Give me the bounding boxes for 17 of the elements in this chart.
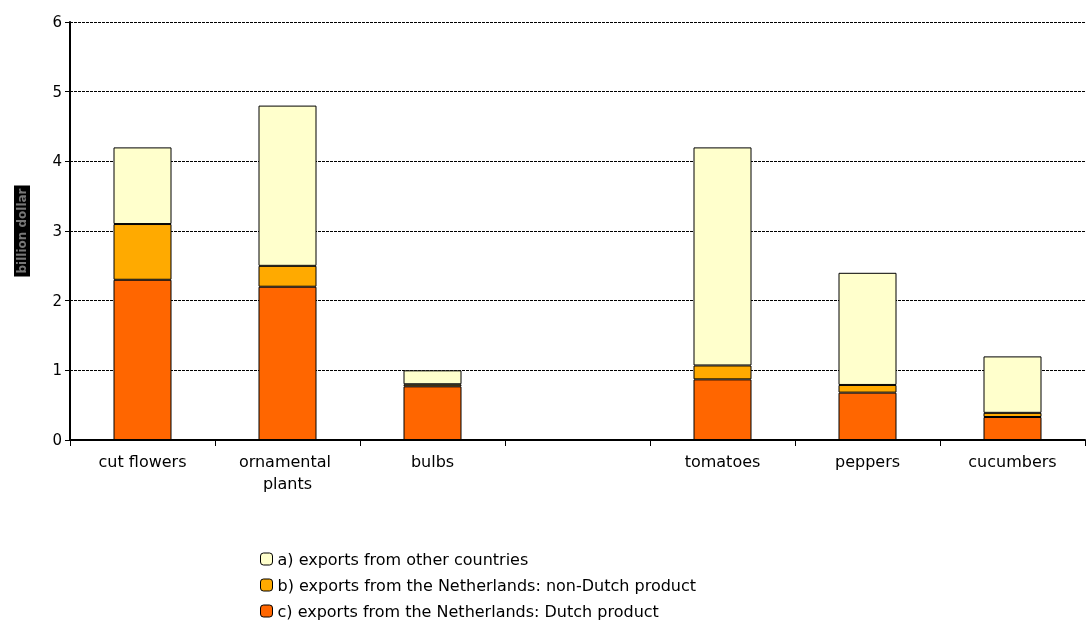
x-tick-label: bulbs — [410, 451, 455, 471]
x-tick-label: peppers — [834, 451, 901, 471]
y-axis-title: billion dollar — [15, 188, 29, 274]
y-tick-label: 5 — [52, 82, 62, 101]
y-tick-label: 4 — [52, 152, 62, 171]
y-tick-label: 3 — [52, 222, 62, 240]
y-tick-label: 1 — [52, 361, 62, 380]
x-tick-label: cut flowers — [98, 451, 187, 471]
legend-label: b) exports from the Netherlands: non-Dutch product — [277, 575, 697, 595]
y-tick-label: 0 — [52, 431, 62, 449]
y-tick-label: 6 — [52, 13, 62, 31]
legend-label: c) exports from the Netherlands: Dutch product — [277, 601, 659, 621]
y-tick-label: 2 — [52, 291, 62, 310]
x-tick-label: cucumbers — [968, 451, 1057, 471]
x-tick-label: tomatoes — [684, 451, 761, 471]
x-tick-label: ornamental plants — [238, 451, 337, 493]
legend-label: a) exports from other countries — [277, 549, 529, 569]
